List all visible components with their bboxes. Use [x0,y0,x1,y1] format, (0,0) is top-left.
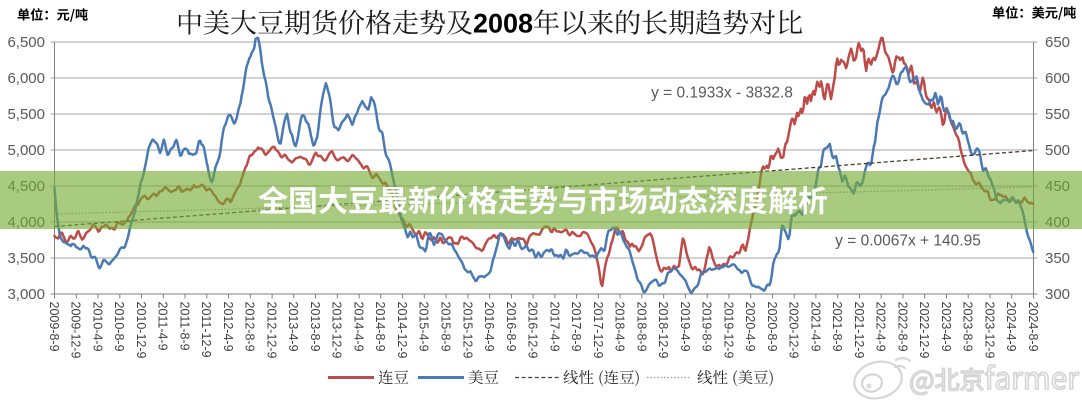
svg-text:y = 0.1933x - 3832.8: y = 0.1933x - 3832.8 [651,85,793,102]
svg-text:2017-8-9: 2017-8-9 [569,302,583,352]
svg-text:2019-12-9: 2019-12-9 [721,302,735,359]
svg-text:2019-4-9: 2019-4-9 [678,302,692,352]
svg-text:2017-12-9: 2017-12-9 [591,302,605,359]
svg-text:2023-4-9: 2023-4-9 [939,302,953,352]
svg-text:300: 300 [1045,286,1070,303]
svg-text:2010-12-9: 2010-12-9 [134,302,148,359]
svg-text:2022-4-9: 2022-4-9 [874,302,888,352]
svg-text:600: 600 [1045,70,1070,87]
svg-text:2024-8-9: 2024-8-9 [1026,302,1040,352]
svg-text:3,000: 3,000 [7,286,45,303]
svg-text:2018-8-9: 2018-8-9 [634,302,648,352]
svg-text:2015-4-9: 2015-4-9 [417,302,431,352]
svg-text:2010-4-9: 2010-4-9 [90,302,104,352]
svg-text:2010-8-9: 2010-8-9 [112,302,126,352]
svg-text:2016-8-9: 2016-8-9 [504,302,518,352]
svg-text:650: 650 [1045,34,1070,51]
svg-text:2020-12-9: 2020-12-9 [787,302,801,359]
svg-text:2013-8-9: 2013-8-9 [308,302,322,352]
svg-text:2021-12-9: 2021-12-9 [852,302,866,359]
svg-text:2020-8-9: 2020-8-9 [765,302,779,352]
svg-text:2014-8-9: 2014-8-9 [373,302,387,352]
svg-text:6,000: 6,000 [7,70,45,87]
svg-text:2017-4-9: 2017-4-9 [547,302,561,352]
svg-text:2016-12-9: 2016-12-9 [526,302,540,359]
svg-text:2018-12-9: 2018-12-9 [656,302,670,359]
svg-text:2015-12-9: 2015-12-9 [460,302,474,359]
svg-text:2015-8-9: 2015-8-9 [439,302,453,352]
svg-text:5,500: 5,500 [7,106,45,123]
svg-text:2013-4-9: 2013-4-9 [286,302,300,352]
svg-text:2016-4-9: 2016-4-9 [482,302,496,352]
svg-text:2020-4-9: 2020-4-9 [743,302,757,352]
svg-text:6,500: 6,500 [7,34,45,51]
svg-text:2011-12-9: 2011-12-9 [199,302,213,358]
svg-text:2022-8-9: 2022-8-9 [895,302,909,352]
svg-text:2014-12-9: 2014-12-9 [395,302,409,359]
svg-text:2013-12-9: 2013-12-9 [330,302,344,359]
svg-text:2023-12-9: 2023-12-9 [982,302,996,359]
svg-text:350: 350 [1045,250,1070,267]
svg-text:500: 500 [1045,142,1070,159]
svg-text:2014-4-9: 2014-4-9 [352,302,366,352]
svg-text:2012-4-9: 2012-4-9 [221,302,235,352]
svg-text:2009-12-9: 2009-12-9 [69,302,83,359]
svg-text:2023-8-9: 2023-8-9 [961,302,975,352]
svg-text:2018-4-9: 2018-4-9 [613,302,627,352]
svg-text:y = 0.0067x + 140.95: y = 0.0067x + 140.95 [835,233,981,250]
svg-text:2011-8-9: 2011-8-9 [177,302,191,351]
svg-text:3,500: 3,500 [7,250,45,267]
svg-text:2009-8-9: 2009-8-9 [47,302,61,352]
svg-text:2024-4-9: 2024-4-9 [1004,302,1018,352]
svg-text:2012-12-9: 2012-12-9 [265,302,279,359]
svg-text:2021-8-9: 2021-8-9 [830,302,844,352]
svg-text:2021-4-9: 2021-4-9 [808,302,822,352]
svg-text:2019-8-9: 2019-8-9 [700,302,714,352]
svg-text:550: 550 [1045,106,1070,123]
svg-text:2011-4-9: 2011-4-9 [156,302,170,351]
svg-text:2012-8-9: 2012-8-9 [243,302,257,352]
svg-text:5,000: 5,000 [7,142,45,159]
svg-text:2022-12-9: 2022-12-9 [917,302,931,359]
